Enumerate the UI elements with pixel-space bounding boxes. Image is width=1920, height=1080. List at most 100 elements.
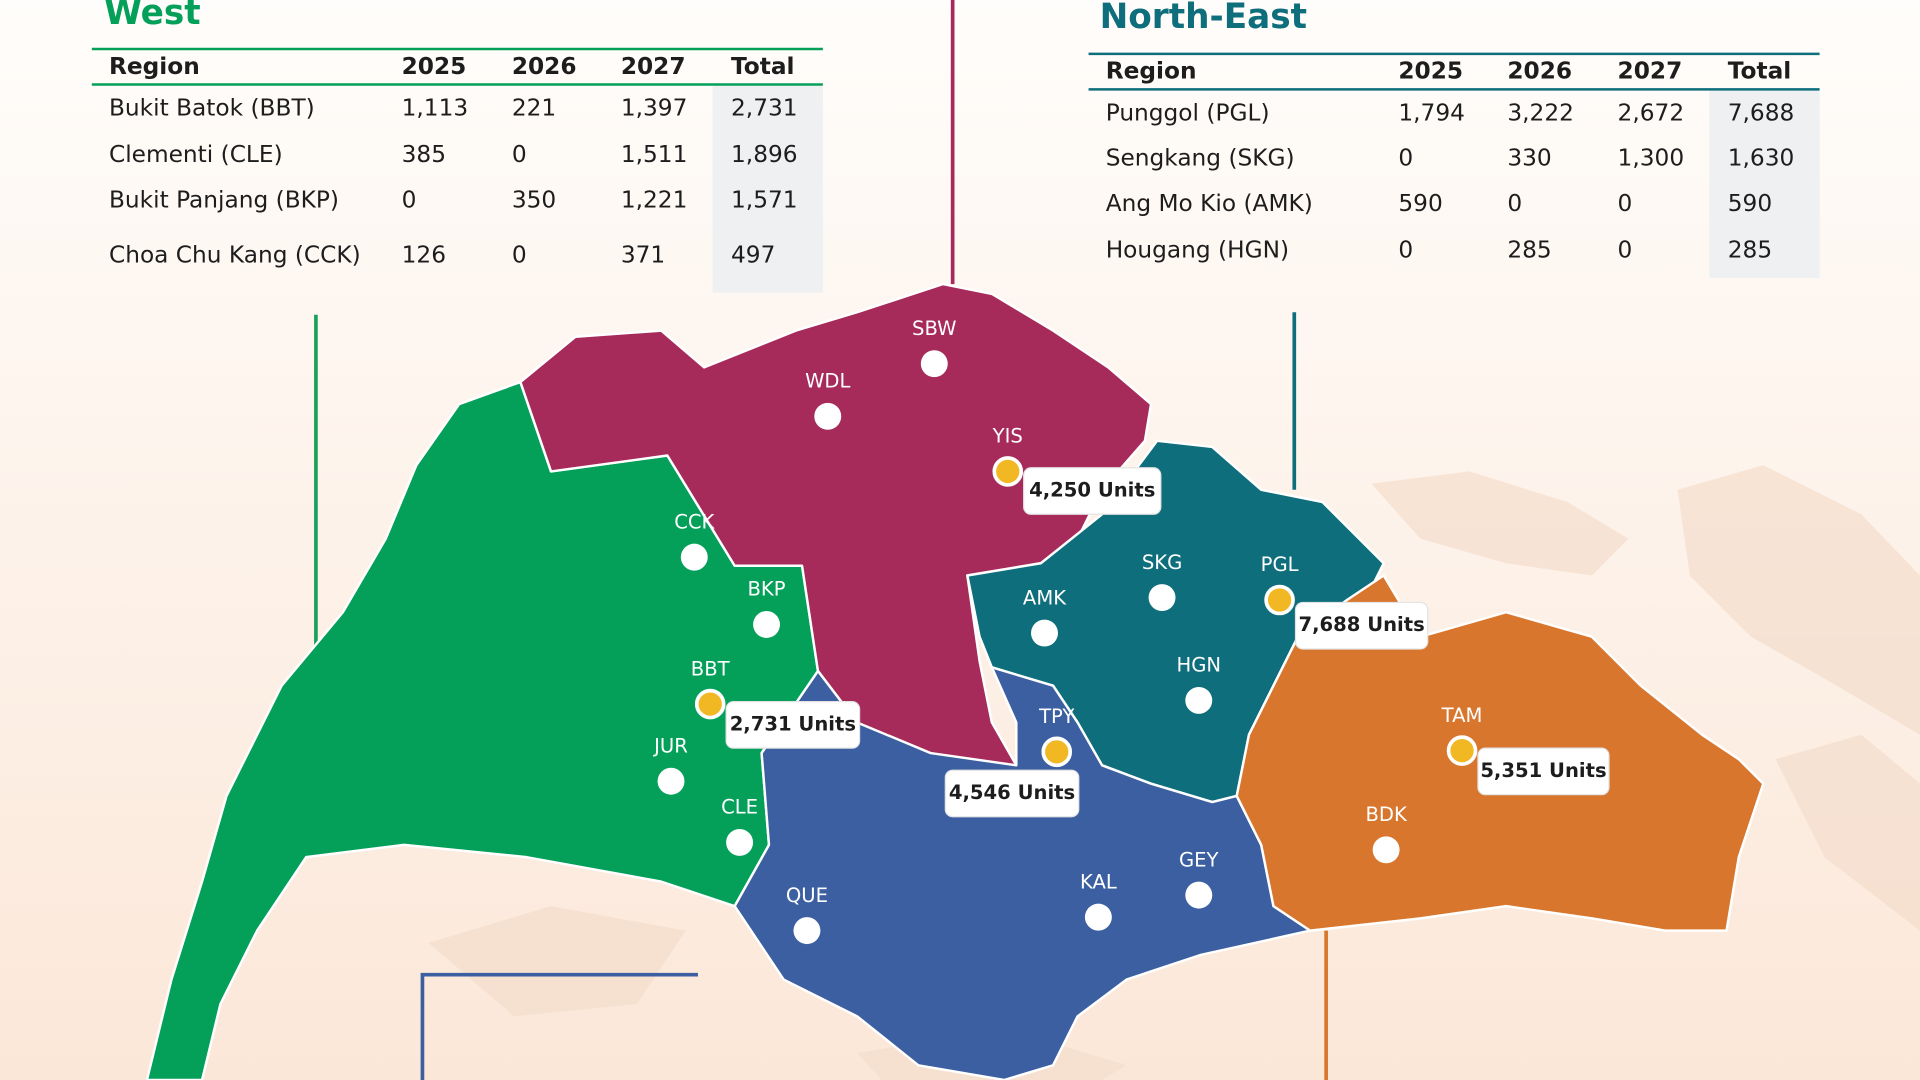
north-east-title: North-East [1100,0,1307,37]
town-label: CLE [721,796,758,819]
callout-box [1294,601,1429,650]
town-dot [694,688,726,720]
town-dot [793,917,821,945]
column-header: 2026 [512,53,577,80]
town-label: BBT [691,657,731,680]
town-label: WDL [805,370,850,393]
value-cell: 126 [402,241,446,268]
value-cell: 0 [512,241,527,268]
value-cell: 1,630 [1728,145,1795,172]
region-cell: Bukit Batok (BBT) [109,94,315,121]
town-label: QUE [786,884,828,907]
town-label: HGN [1177,654,1222,677]
column-header: 2025 [402,53,467,80]
region-cell: Sengkang (SKG) [1106,145,1295,172]
town-label: TAM [1441,704,1483,727]
value-cell: 1,794 [1398,99,1465,126]
town-label: PGL [1261,553,1299,576]
value-cell: 1,896 [731,141,798,168]
town-dot [1031,619,1058,647]
value-cell: 385 [402,141,446,168]
column-header: Region [1106,58,1197,85]
value-cell: 7,688 [1728,99,1795,126]
town-label: GEY [1179,848,1219,871]
total-shade [1709,90,1820,278]
value-cell: 221 [512,94,556,121]
value-cell: 2,672 [1618,99,1685,126]
value-cell: 350 [512,186,556,213]
town-label: CCK [674,510,715,533]
callout-label: 4,546 Units [949,781,1075,804]
town-label: KAL [1080,870,1117,893]
callout-label: 4,250 Units [1029,479,1155,502]
value-cell: 0 [512,141,527,168]
value-cell: 1,571 [731,186,798,213]
town-label: BKP [747,578,785,601]
value-cell: 3,222 [1507,99,1574,126]
region-cell: Clementi (CLE) [109,141,283,168]
town-label: AMK [1023,586,1067,609]
town-label: TPY [1038,705,1074,728]
region-cell: Ang Mo Kio (AMK) [1106,190,1313,217]
west-title: West [104,0,201,33]
value-cell: 1,397 [621,94,688,121]
value-cell: 0 [1618,190,1633,217]
town-dot [1185,686,1213,714]
town-dot [1041,736,1073,768]
value-cell: 0 [1398,145,1413,172]
tables: Region 2025 2026 2027 Total Bukit Batok (BBT)… [91,47,1820,293]
connector-lines [314,0,1328,1080]
value-cell: 0 [1398,237,1413,264]
value-cell: 285 [1507,237,1551,264]
value-cell: 0 [1507,190,1522,217]
callout-box [944,769,1080,818]
town-dot [1185,881,1213,909]
region-cell: Choa Chu Kang (CCK) [109,241,361,268]
value-cell: 497 [731,241,775,268]
town-dot [753,611,780,638]
town-label: YIS [992,425,1023,448]
value-cell: 1,221 [621,186,688,213]
column-header: Total [1728,58,1792,85]
column-header: Region [109,53,200,80]
town-dot [920,350,948,378]
map-markers: SBW WDL YIS CCK BKP BBT JUR CLE QUE AMK SKG PGL HGN T… [652,317,1610,945]
town-label: BDK [1365,803,1408,826]
total-shade [712,85,823,293]
column-header: 2027 [1618,58,1683,85]
town-dot [657,767,685,795]
town-dot [1148,584,1176,612]
town-dot [726,828,754,856]
town-dot [1264,584,1295,616]
value-cell: 590 [1728,190,1772,217]
map-regions [145,282,1765,1080]
town-dot [680,543,708,571]
town-dot [1372,836,1400,864]
column-header: 2027 [621,53,686,80]
region-cell: Punggol (PGL) [1106,99,1270,126]
value-cell: 1,300 [1618,145,1685,172]
callout-box [1023,467,1162,515]
town-label: SBW [912,317,957,340]
town-dot [1084,903,1112,931]
column-header: 2026 [1507,58,1572,85]
value-cell: 285 [1728,237,1772,264]
value-cell: 1,511 [621,141,688,168]
value-cell: 330 [1507,145,1551,172]
callout-label: 5,351 Units [1480,759,1606,782]
value-cell: 371 [621,241,665,268]
callout-box [725,701,861,749]
column-header: 2025 [1398,58,1463,85]
region-cell: Bukit Panjang (BKP) [109,186,339,213]
value-cell: 0 [402,186,417,213]
town-dot [992,456,1024,487]
callout-label: 2,731 Units [730,712,856,735]
town-label: JUR [652,734,688,757]
callout-box [1477,747,1610,796]
callout-label: 7,688 Units [1298,613,1424,636]
town-dot [1446,735,1478,766]
value-cell: 1,113 [402,94,469,121]
column-header: Total [731,53,795,80]
